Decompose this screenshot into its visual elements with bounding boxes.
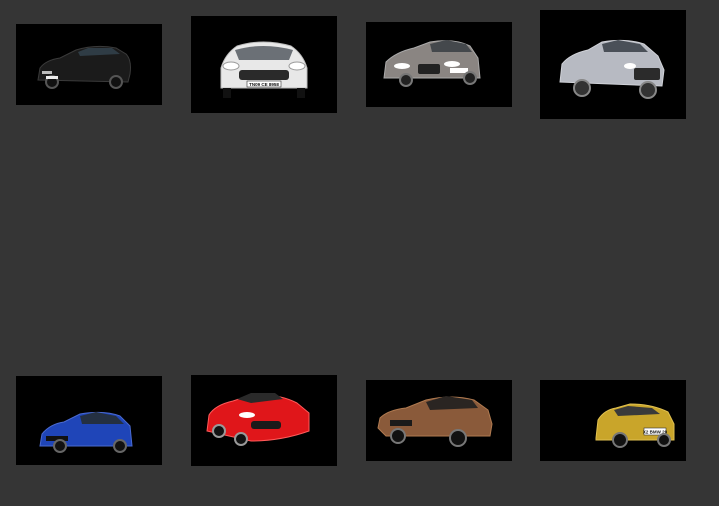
thumb-bronze-lexus-coupe[interactable]: [366, 380, 512, 461]
car-image: [559, 39, 665, 99]
car-image: [377, 396, 493, 447]
car-image: [37, 45, 131, 89]
thumb-white-hyundai-sedan[interactable]: TN09 CE 8958: [191, 16, 337, 113]
car-image: TN09 CE 8958: [220, 41, 308, 98]
car-image: [206, 393, 310, 446]
license-plate: X2 BMW 20: [643, 430, 668, 435]
thumb-yellow-bmw-suv[interactable]: X2 BMW 20: [540, 380, 686, 461]
thumb-grey-audi-sedan[interactable]: [366, 22, 512, 107]
car-image: X2 BMW 20: [595, 403, 675, 448]
thumb-silver-audi-sedan[interactable]: [540, 10, 686, 119]
license-plate: TN09 CE 8958: [249, 82, 279, 87]
thumb-red-maserati-coupe[interactable]: [191, 375, 337, 466]
thumb-blue-ford-hatchback[interactable]: [16, 376, 162, 465]
thumb-black-sedan[interactable]: [16, 24, 162, 105]
car-image: [39, 411, 133, 453]
car-image: [383, 40, 481, 87]
